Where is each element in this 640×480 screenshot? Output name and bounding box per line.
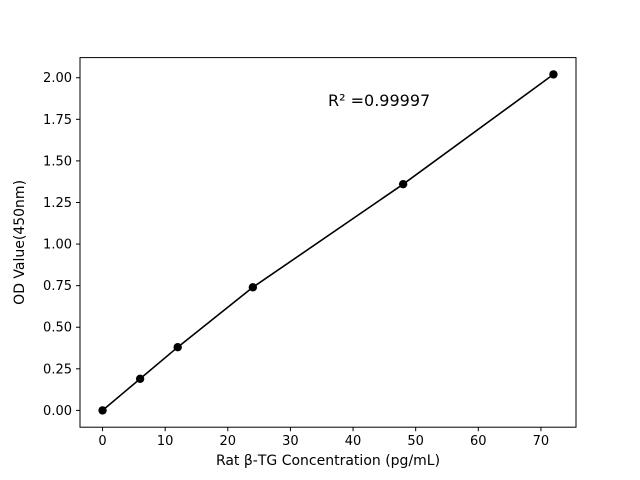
data-point <box>248 283 258 292</box>
y-tick-label: 2.00 <box>43 71 72 86</box>
data-point <box>173 342 182 352</box>
y-tick-label: 0.25 <box>43 362 72 377</box>
y-tick-label: 1.50 <box>43 154 72 169</box>
x-tick-label: 60 <box>470 434 487 449</box>
x-tick-label: 30 <box>282 434 299 449</box>
y-tick-label: 1.75 <box>43 113 72 128</box>
data-point <box>98 406 107 415</box>
x-axis-label: Rat β-TG Concentration (pg/mL) <box>216 453 440 469</box>
plot-frame <box>79 57 577 428</box>
data-point <box>398 179 408 189</box>
r-squared-annotation: R² =0.99997 <box>328 91 430 110</box>
y-axis-label: OD Value(450nm) <box>12 180 28 305</box>
data-line <box>101 73 555 412</box>
y-tick-label: 1.00 <box>43 238 72 253</box>
x-tick-label: 50 <box>407 434 424 449</box>
data-point <box>549 70 558 79</box>
x-tick-label: 10 <box>157 434 174 449</box>
x-tick-label: 0 <box>98 434 106 449</box>
y-tick-label: 0.50 <box>43 321 72 336</box>
y-tick-label: 0.75 <box>43 279 72 294</box>
x-tick-label: 70 <box>533 434 550 449</box>
data-point <box>135 374 145 383</box>
y-tick-label: 0.00 <box>43 404 72 419</box>
x-tick-label: 40 <box>345 434 362 449</box>
x-tick-label: 20 <box>220 434 237 449</box>
y-tick-label: 1.25 <box>43 196 72 211</box>
